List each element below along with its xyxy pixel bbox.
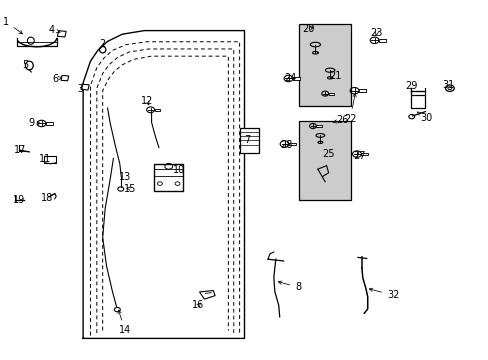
- Text: 30: 30: [416, 112, 432, 123]
- Text: 24: 24: [284, 73, 296, 84]
- Text: 17: 17: [14, 145, 27, 156]
- Text: 4: 4: [48, 24, 60, 35]
- Text: 26: 26: [332, 115, 348, 125]
- Text: 29: 29: [405, 81, 417, 91]
- Text: 1: 1: [3, 17, 22, 34]
- Text: 10: 10: [173, 165, 185, 175]
- Text: 25: 25: [322, 149, 334, 159]
- Bar: [410, 95, 425, 108]
- Text: 21: 21: [328, 71, 341, 81]
- Bar: [292, 77, 299, 80]
- Polygon shape: [81, 84, 89, 90]
- Text: 23: 23: [369, 28, 382, 38]
- Circle shape: [118, 187, 123, 191]
- Text: 12: 12: [140, 96, 153, 106]
- Polygon shape: [61, 76, 68, 81]
- Text: 28: 28: [279, 140, 292, 150]
- Text: 32: 32: [368, 288, 399, 300]
- Text: 20: 20: [301, 24, 314, 34]
- Text: 7: 7: [244, 135, 250, 145]
- Text: 9: 9: [28, 118, 41, 128]
- Text: 6: 6: [52, 74, 61, 84]
- Circle shape: [114, 307, 120, 312]
- Bar: [378, 39, 385, 42]
- Text: 22: 22: [343, 94, 356, 124]
- Bar: [361, 153, 367, 156]
- Bar: [299, 121, 350, 200]
- Bar: [46, 122, 53, 125]
- Text: 11: 11: [39, 154, 51, 164]
- Text: 14: 14: [118, 310, 131, 336]
- Text: 15: 15: [124, 184, 137, 194]
- Bar: [239, 128, 259, 153]
- Bar: [44, 156, 56, 163]
- Bar: [358, 89, 365, 92]
- Bar: [299, 24, 350, 106]
- Bar: [316, 125, 321, 127]
- Bar: [288, 143, 295, 145]
- Text: 3: 3: [78, 84, 83, 94]
- Text: 19: 19: [12, 195, 25, 205]
- Text: 18: 18: [41, 193, 53, 203]
- Bar: [154, 164, 183, 191]
- Text: 16: 16: [192, 300, 204, 310]
- Text: 31: 31: [442, 80, 454, 90]
- Text: 27: 27: [352, 151, 365, 161]
- Text: 13: 13: [118, 172, 131, 182]
- Bar: [328, 93, 333, 95]
- Bar: [154, 109, 160, 111]
- Text: 2: 2: [100, 39, 105, 49]
- Text: 5: 5: [22, 60, 28, 70]
- Polygon shape: [57, 31, 66, 37]
- Text: 8: 8: [278, 281, 301, 292]
- Polygon shape: [199, 291, 215, 299]
